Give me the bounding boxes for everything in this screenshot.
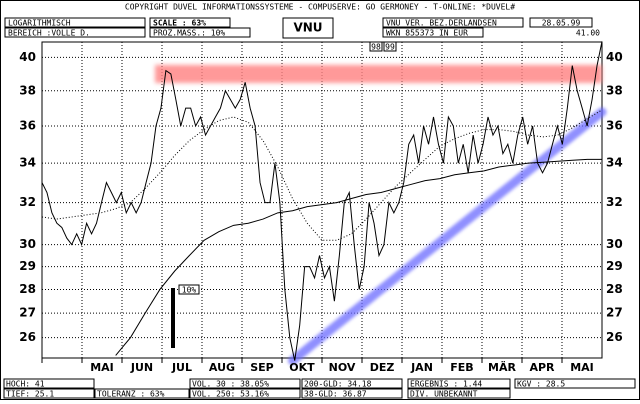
y-tick-label-right: 26: [606, 330, 623, 344]
box: [94, 388, 190, 399]
copyright: COPYRIGHT DUVEL INFORMATIONSSYSTEME - CO…: [125, 3, 515, 12]
year: 99: [385, 43, 395, 52]
tief: TIEF: 25.1: [6, 390, 54, 399]
y-tick-label: 29: [19, 259, 36, 273]
box: [514, 378, 636, 389]
y-tick-label: 30: [19, 237, 36, 251]
x-tick-label: OKT: [289, 361, 315, 374]
stock-name: VNU VER. BEZ.DERLANDSEN: [386, 19, 497, 28]
last-price: 41.00: [576, 29, 600, 38]
y-tick-label: 32: [19, 195, 36, 209]
x-tick-label: JUN: [130, 361, 153, 374]
gld38: 38-GLD: 36.87: [304, 390, 367, 399]
box: [382, 27, 484, 38]
box: [369, 41, 383, 52]
y-tick-label: 27: [19, 306, 36, 320]
box: [4, 27, 146, 38]
y-tick-label-right: 34: [606, 156, 623, 170]
y-tick-label: 40: [19, 50, 36, 64]
box: [407, 388, 511, 399]
y-tick-label-right: 38: [606, 83, 623, 97]
x-tick-label: JUL: [171, 361, 192, 374]
toleranz: TOLERANZ : 63%: [97, 390, 165, 399]
x-tick-label: DEZ: [370, 361, 395, 374]
date: 28.05.99: [542, 19, 581, 28]
x-tick-label: NOV: [329, 361, 356, 374]
stock-title: VNU: [293, 21, 322, 35]
y-tick-label-right: 29: [606, 259, 623, 273]
box: [301, 388, 403, 399]
box: [382, 17, 524, 28]
x-tick-label: MÄR: [488, 360, 516, 374]
gld200: 200-GLD: 34.18: [304, 380, 372, 389]
box: [189, 378, 301, 389]
y-tick-label: 38: [19, 83, 36, 97]
kgv: KGV : 28.5: [517, 380, 565, 389]
dividend: DIV. UNBEKANNT: [410, 390, 478, 399]
ergebnis: ERGEBNIS : 1.44: [410, 380, 482, 389]
y-tick-label: 36: [19, 118, 36, 132]
box: [407, 378, 511, 389]
box: [149, 27, 251, 38]
x-tick-label: SEP: [250, 361, 274, 374]
box: [149, 17, 231, 28]
x-tick-label: MAI: [570, 361, 594, 374]
scale-bar-label: 10%: [182, 286, 197, 295]
year: 98: [371, 43, 381, 52]
y-tick-label: 34: [19, 156, 36, 170]
box: [282, 17, 334, 39]
plot-area: [41, 41, 603, 359]
box: [178, 284, 200, 295]
resistance-band: [155, 64, 602, 83]
y-tick-label-right: 32: [606, 195, 623, 209]
x-tick-label: FEB: [450, 361, 473, 374]
scale-bar: [171, 288, 175, 348]
footer: HOCH: 41 TIEF: 25.1 VOL. 30 : 38.05% VOL…: [3, 378, 636, 399]
box: [529, 17, 593, 28]
box: [3, 378, 95, 389]
scale: SCALE : 63%: [153, 19, 206, 28]
box: [4, 17, 146, 28]
vol250: VOL. 250: 53.16%: [192, 390, 269, 399]
scale-mode: LOGARITHMISCH: [8, 19, 71, 28]
y-tick-label-right: 28: [606, 282, 623, 296]
price-line: [115, 158, 602, 356]
y-tick-label-right: 40: [606, 50, 623, 64]
box: [301, 378, 403, 389]
vol30: VOL. 30 : 38.05%: [192, 380, 269, 389]
y-tick-label: 28: [19, 282, 36, 296]
x-tick-label: MAI: [90, 361, 114, 374]
proz: PROZ.MASS.: 10%: [153, 29, 225, 38]
x-tick-label: APR: [529, 361, 555, 374]
hoch: HOCH: 41: [6, 380, 45, 389]
y-tick-label: 26: [19, 330, 36, 344]
box: [3, 388, 95, 399]
price-line: [41, 41, 603, 361]
x-tick-label: JAN: [410, 361, 433, 374]
y-tick-label-right: 27: [606, 306, 623, 320]
wkn: WKN 855373 IN EUR: [386, 29, 468, 38]
box: [383, 41, 397, 52]
y-tick-label-right: 36: [606, 118, 623, 132]
box: [189, 388, 301, 399]
y-tick-label-right: 30: [606, 237, 623, 251]
range: BEREICH :VOLLE D.: [8, 29, 90, 38]
x-tick-label: AUG: [209, 361, 235, 374]
